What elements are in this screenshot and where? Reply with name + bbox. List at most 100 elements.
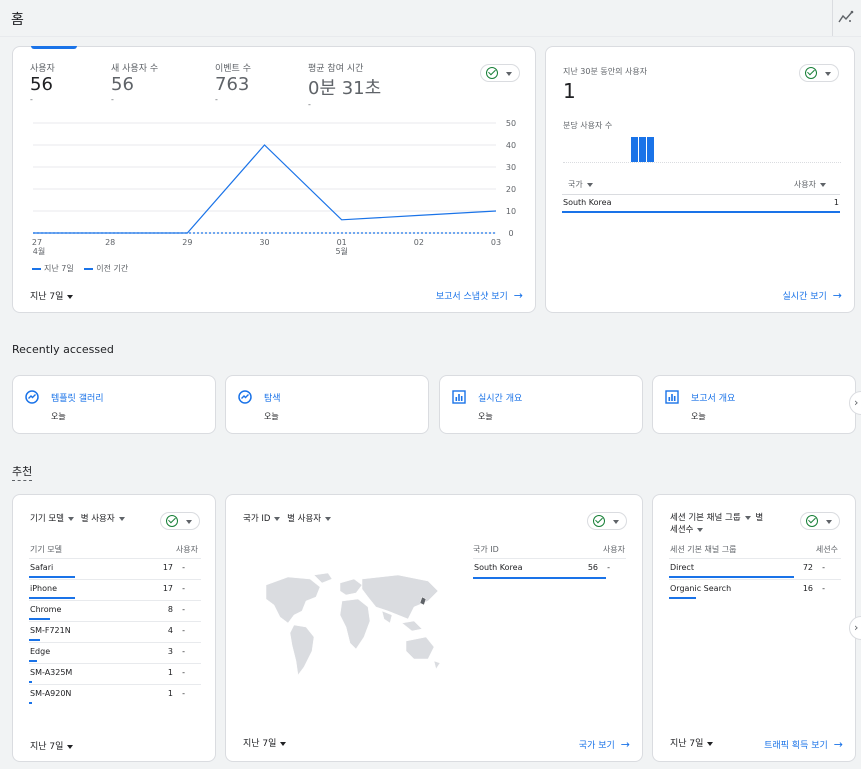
chevron-down-icon: [697, 527, 704, 532]
date-range-selector[interactable]: 지난 7일: [243, 736, 287, 749]
row-name: iPhone: [30, 584, 58, 593]
row-share-bar: [29, 618, 51, 620]
arrow-right-icon: →: [513, 289, 523, 302]
row-delta: -: [182, 605, 185, 614]
table-row: Edge 3-: [29, 642, 201, 663]
data-quality-dropdown[interactable]: [799, 64, 839, 82]
table-row: Direct 72-: [669, 558, 841, 579]
page-title: 홈: [11, 12, 24, 28]
x-month-label: 4월: [33, 246, 45, 256]
chevron-down-icon: [826, 520, 832, 524]
legend-previous: 이전 기간: [84, 264, 128, 273]
view-realtime-link[interactable]: 실시간 보기 →: [782, 289, 842, 302]
dimension-selector[interactable]: 세션 기본 채널 그룹 별 세션수: [670, 513, 764, 535]
table-row: Chrome 8-: [29, 600, 201, 621]
dimension-selector[interactable]: 기기 모델 별 사용자: [30, 512, 125, 524]
row-delta: -: [822, 563, 825, 572]
metric-users[interactable]: 사용자 56 -: [30, 61, 55, 104]
view-snapshot-link[interactable]: 보고서 스냅샷 보기 →: [435, 289, 523, 302]
column-header-name: 기기 모델: [30, 545, 62, 554]
y-tick-label: 0: [508, 229, 513, 238]
date-range-selector[interactable]: 지난 7일: [30, 739, 74, 752]
metric-value: 0분 31초: [308, 78, 382, 99]
x-tick-label: 30: [259, 238, 269, 247]
date-range-selector[interactable]: 지난 7일: [30, 289, 74, 302]
metric-new-users[interactable]: 새 사용자 수 56 -: [111, 61, 158, 104]
data-quality-dropdown[interactable]: [800, 512, 840, 530]
row-delta: -: [182, 689, 185, 698]
chevron-down-icon: [274, 516, 281, 521]
per-minute-bars: [563, 135, 841, 165]
date-range-selector[interactable]: 지난 7일: [670, 736, 714, 749]
row-name: SM-A920N: [30, 689, 72, 698]
row-share-bar: [29, 639, 40, 641]
recent-title: 템플릿 갤러리: [51, 394, 104, 404]
chevron-down-icon: [118, 516, 125, 521]
row-value: 4: [167, 626, 173, 635]
metric-delta: -: [215, 95, 218, 104]
row-name: Chrome: [30, 605, 62, 614]
x-tick-label: 02: [414, 238, 424, 247]
metric-delta: -: [308, 100, 311, 109]
recent-sub: 오늘: [478, 412, 493, 421]
view-countries-link[interactable]: 국가 보기 →: [578, 738, 630, 751]
x-tick-label: 28: [105, 238, 115, 247]
row-share-bar: [29, 576, 75, 578]
users-line-chart: 50 40 30 20 10 0 27 28 29 30 01 02 03 4월 5월: [32, 119, 516, 256]
column-header-name: 세션 기본 채널 그룹: [670, 545, 737, 554]
data-quality-dropdown[interactable]: [160, 512, 200, 530]
check-circle-icon: [166, 515, 178, 527]
realtime-value: 1: [563, 79, 576, 103]
row-value: 56: [587, 563, 598, 572]
row-value: 3: [167, 647, 173, 656]
realtime-title: 지난 30분 동안의 사용자: [563, 67, 648, 76]
y-tick-label: 10: [506, 207, 516, 216]
table-row: SM-A920N 1-: [29, 684, 201, 705]
row-share-bar: [29, 681, 33, 683]
recent-card-realtime-overview[interactable]: 실시간 개요 오늘: [439, 375, 643, 434]
chevron-down-icon: [707, 741, 714, 746]
users-column-header[interactable]: 사용자: [794, 179, 826, 190]
recent-sub: 오늘: [691, 412, 706, 421]
check-circle-icon: [593, 515, 605, 527]
recent-card-template-gallery[interactable]: 템플릿 갤러리 오늘: [12, 375, 216, 434]
table-row: iPhone 17-: [29, 579, 201, 600]
row-name: Edge: [30, 647, 51, 656]
recent-sub: 오늘: [51, 412, 66, 421]
row-share-bar: [669, 597, 697, 599]
chevron-down-icon: [825, 72, 831, 76]
explore-icon: [238, 390, 252, 404]
insights-icon[interactable]: [837, 8, 855, 26]
world-map: [265, 572, 441, 676]
row-share-bar: [29, 702, 33, 704]
metric-engagement-time[interactable]: 평균 참여 시간 0분 31초 -: [308, 61, 381, 109]
explore-icon: [25, 390, 39, 404]
data-quality-dropdown[interactable]: [587, 512, 627, 530]
country-column-header[interactable]: 국가: [568, 179, 593, 190]
chevron-right-icon: ›: [854, 396, 859, 409]
row-share-bar: [473, 577, 606, 579]
chevron-down-icon: [613, 520, 619, 524]
column-header-value: 사용자: [602, 545, 625, 554]
chevron-down-icon: [506, 72, 512, 76]
recent-heading: Recently accessed: [12, 343, 114, 356]
metric-events[interactable]: 이벤트 수 763 -: [215, 61, 251, 104]
metric-label: 이벤트 수: [215, 64, 251, 74]
metric-label: 평균 참여 시간: [308, 64, 364, 74]
table-row: SM-A325M 1-: [29, 663, 201, 684]
dimension-selector[interactable]: 국가 ID 별 사용자: [243, 512, 332, 524]
recent-title: 보고서 개요: [691, 394, 736, 404]
recent-card-explore[interactable]: 탐색 오늘: [225, 375, 429, 434]
overview-card: 사용자 56 - 새 사용자 수 56 - 이벤트 수 763 - 평균 참여 …: [12, 46, 536, 313]
metric-value: 763: [215, 74, 250, 95]
data-quality-dropdown[interactable]: [480, 64, 520, 82]
row-name: South Korea: [474, 563, 523, 572]
arrow-right-icon: →: [833, 738, 843, 751]
view-acquisition-link[interactable]: 트래픽 획득 보기 →: [764, 738, 843, 751]
chart-legend: 지난 7일 이전 기간: [32, 263, 128, 274]
check-circle-icon: [806, 515, 818, 527]
chevron-right-icon: ›: [854, 621, 859, 634]
column-header-name: 국가 ID: [473, 545, 499, 554]
recent-card-reports-overview[interactable]: 보고서 개요 오늘: [652, 375, 856, 434]
check-circle-icon: [805, 67, 817, 79]
